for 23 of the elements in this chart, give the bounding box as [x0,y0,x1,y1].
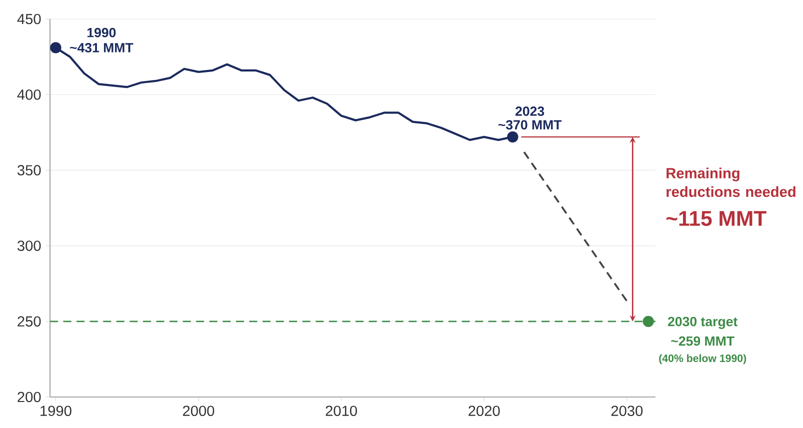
text: ~259 MMT [671,336,734,346]
annotation: 2023 [515,106,544,116]
point [50,42,62,54]
x-tick-label: 2020 [468,406,500,416]
point [507,131,518,143]
y-tick-label: 300 [18,240,41,251]
point [642,316,654,327]
y-tick-label: 250 [18,316,41,327]
annotation: ~431 MMT [70,43,134,52]
y-tick-label: 400 [17,89,41,100]
x-tick-label: 2030 [611,406,643,416]
y-tick-label: 200 [18,392,41,402]
y-tick-label: 450 [17,14,41,24]
text: ~115 MMT [666,211,766,226]
annotation: 1990 [87,28,116,38]
x-tick-label: 2000 [182,406,214,416]
text: Remaining reductions needed [666,168,796,197]
y-tick-label: 350 [18,165,41,176]
x-tick-label: 1990 [40,406,72,416]
text: 2030 target [668,316,738,329]
x-tick-label: 2010 [326,406,357,416]
text: (40% below 1990) [659,354,746,364]
annotation: ~370 MMT [498,120,562,130]
